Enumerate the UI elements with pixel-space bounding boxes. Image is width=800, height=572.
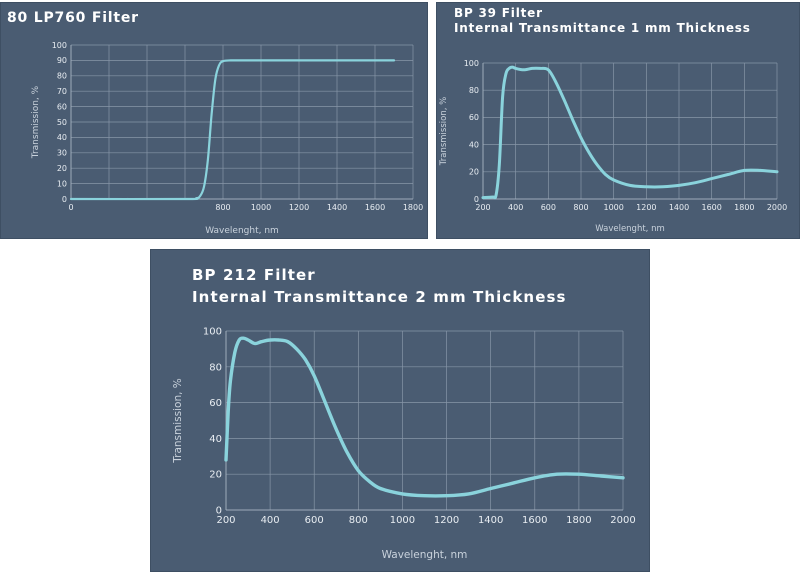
y-axis-title: Transmission, %: [172, 378, 184, 464]
x-axis-title: Wavelenght, nm: [595, 224, 665, 234]
x-tick-label: 0: [68, 203, 73, 212]
x-tick-label: 1600: [522, 515, 547, 526]
y-tick-label: 30: [57, 149, 67, 158]
y-tick-label: 70: [57, 87, 67, 96]
y-tick-label: 10: [57, 179, 67, 188]
y-axis-title: Transmission, %: [439, 97, 449, 166]
series-line: [481, 65, 779, 200]
x-tick-label: 200: [475, 203, 490, 212]
y-tick-label: 100: [52, 41, 67, 50]
y-tick-label: 60: [57, 102, 67, 111]
y-tick-label: 50: [57, 118, 67, 127]
y-tick-label: 0: [62, 195, 67, 204]
transmission-chart-bp-212: 200 400 600 800 1000 1200 1400 1600 1800 2000 0 20 4…: [172, 327, 636, 562]
y-tick-label: 80: [209, 362, 222, 373]
x-tick-label: 1600: [701, 203, 721, 212]
x-tick-label: 1000: [390, 515, 415, 526]
chart-title-line: BP 212 Filter: [192, 266, 316, 284]
x-tick-label: 1400: [478, 515, 503, 526]
chart-title: BP 39 Filter Internal Transmittance 1 mm…: [454, 6, 751, 36]
x-tick-label: 400: [261, 515, 280, 526]
series-line: [224, 336, 625, 498]
y-tick-label: 0: [474, 195, 479, 204]
x-tick-label: 1800: [403, 203, 423, 212]
x-tick-label: 2000: [767, 203, 787, 212]
transmission-chart-bp-39: 200 400 600 800 1000 1200 1400 1600 1800 2000 0 20 4…: [439, 59, 787, 234]
x-tick-label: 600: [305, 515, 324, 526]
x-tick-label: 1400: [327, 203, 347, 212]
y-tick-label: 0: [216, 506, 222, 517]
y-tick-label: 100: [203, 327, 222, 338]
x-tick-label: 800: [349, 515, 368, 526]
x-tick-label: 1000: [603, 203, 623, 212]
y-tick-label: 60: [209, 398, 222, 409]
chart-title-line: 80 LP760 Filter: [7, 10, 139, 26]
y-tick-label: 20: [469, 168, 479, 177]
x-tick-label: 1200: [434, 515, 459, 526]
chart-subtitle-line: Internal Transmittance 2 mm Thickness: [192, 288, 567, 306]
x-tick-label: 200: [216, 515, 235, 526]
chart-panel-80-lp760: 80 LP760 Filter 0 800 1000 1200 1400 1600 1800…: [0, 2, 428, 239]
y-tick-label: 80: [57, 72, 67, 81]
y-axis-title: Transmission, %: [31, 85, 41, 159]
y-tick-label: 20: [209, 470, 222, 481]
x-tick-label: 1800: [566, 515, 591, 526]
y-tick-label: 80: [469, 86, 479, 95]
y-tick-label: 90: [57, 56, 67, 65]
y-tick-label: 40: [209, 434, 222, 445]
x-tick-label: 1200: [289, 203, 309, 212]
y-tick-label: 40: [469, 140, 479, 149]
chart-panel-bp-39: BP 39 Filter Internal Transmittance 1 mm…: [436, 2, 800, 239]
x-axis-title: Wavelenght, nm: [205, 226, 279, 236]
x-tick-label: 1800: [734, 203, 754, 212]
x-tick-label: 1200: [636, 203, 656, 212]
chart-title-line: BP 39 Filter: [454, 6, 543, 20]
y-tick-label: 100: [464, 59, 479, 68]
y-tick-label: 40: [57, 133, 67, 142]
y-tick-label: 20: [57, 164, 67, 173]
x-tick-label: 1000: [251, 203, 271, 212]
chart-panel-bp-212: BP 212 Filter Internal Transmittance 2 m…: [150, 249, 650, 572]
x-tick-label: 800: [573, 203, 588, 212]
x-tick-label: 400: [508, 203, 523, 212]
x-tick-label: 2000: [610, 515, 635, 526]
x-tick-label: 1600: [365, 203, 385, 212]
y-tick-label: 60: [469, 113, 479, 122]
x-axis-title: Wavelenght, nm: [382, 549, 468, 561]
x-tick-label: 1400: [669, 203, 689, 212]
chart-title: BP 212 Filter Internal Transmittance 2 m…: [192, 264, 567, 308]
series-line: [69, 59, 396, 201]
chart-title: 80 LP760 Filter: [7, 10, 139, 26]
x-tick-label: 600: [541, 203, 556, 212]
chart-subtitle-line: Internal Transmittance 1 mm Thickness: [454, 21, 751, 35]
x-tick-label: 800: [215, 203, 230, 212]
transmission-chart-80-lp760: 0 800 1000 1200 1400 1600 1800 0 10 20 30 40 50 60 70 8…: [31, 41, 423, 236]
